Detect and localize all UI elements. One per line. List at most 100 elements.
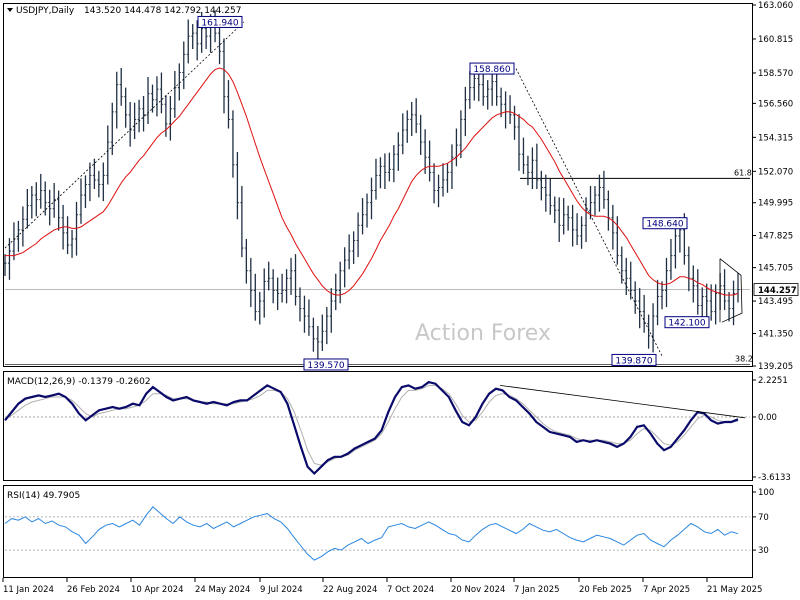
price-bar <box>396 132 400 171</box>
price-bar <box>401 113 405 155</box>
price-bar <box>597 174 601 212</box>
price-bar <box>249 257 253 308</box>
last-price-box <box>753 283 799 296</box>
price-axis-label: 147.825 <box>758 232 793 242</box>
price-bar <box>669 238 673 280</box>
price-bar <box>177 63 181 101</box>
price-bar <box>316 325 320 359</box>
price-bar <box>419 114 423 155</box>
rsi-axis-label: 100 <box>758 488 774 498</box>
price-axis-label: 156.560 <box>758 99 793 109</box>
price-bar <box>727 291 731 322</box>
macd-title: MACD(12,26,9) -0.1379 -0.2602 <box>7 377 151 387</box>
price-bar <box>445 163 449 193</box>
price-bar <box>244 238 248 284</box>
macd-trend-line <box>499 385 746 419</box>
price-bar <box>633 281 637 314</box>
price-bar <box>182 41 186 90</box>
rsi-panel-frame <box>3 485 753 578</box>
price-bar <box>504 91 508 129</box>
price-bar <box>410 102 414 137</box>
price-bar <box>57 190 61 231</box>
price-bar <box>70 229 74 258</box>
price-bar <box>325 307 329 345</box>
x-axis-label: 24 May 2024 <box>195 585 250 595</box>
price-bar <box>450 144 454 190</box>
price-bar <box>195 20 199 61</box>
price-bar <box>267 261 271 291</box>
price-bar <box>186 19 190 64</box>
price-bar <box>736 272 740 303</box>
price-bar <box>705 283 709 318</box>
price-bar <box>615 216 619 265</box>
price-bar <box>620 246 624 284</box>
price-bar <box>365 193 369 228</box>
price-bar <box>571 204 575 247</box>
price-bar <box>624 257 628 295</box>
price-bar <box>218 24 222 65</box>
price-bar <box>566 205 570 231</box>
price-bar <box>128 102 132 147</box>
price-bar <box>7 238 11 280</box>
price-bar <box>361 198 365 235</box>
price-bar <box>611 204 615 250</box>
price-axis-label: 163.060 <box>758 1 793 11</box>
price-bar <box>110 102 114 155</box>
price-bar <box>271 269 275 304</box>
price-annotation-box <box>642 217 688 230</box>
price-bar <box>513 105 517 140</box>
price-annotation-label: 139.570 <box>307 361 344 371</box>
price-bar <box>34 182 38 217</box>
triangle-pattern-line <box>719 258 743 323</box>
price-bar <box>150 84 154 113</box>
macd-series-layer <box>4 380 750 476</box>
x-axis-label: 11 Jan 2024 <box>3 585 54 595</box>
price-bar <box>691 265 695 303</box>
price-annotation: 139.570 <box>303 358 349 371</box>
macd-panel <box>3 371 753 481</box>
price-bar <box>16 220 20 252</box>
price-bar <box>602 170 606 209</box>
price-bar <box>392 145 396 183</box>
last-price-label: 144.257 <box>758 286 797 296</box>
chart-header: USDJPY,Daily 143.520 144.478 142.792 144… <box>7 6 241 16</box>
price-bar <box>441 163 445 197</box>
price-bar <box>383 153 387 190</box>
price-bar <box>235 151 239 220</box>
price-bar <box>723 269 727 311</box>
rise-trend-dashed-line <box>4 21 245 249</box>
price-bar <box>155 76 159 117</box>
price-bar <box>437 174 441 208</box>
price-bar <box>664 257 668 308</box>
price-bar <box>21 206 25 247</box>
price-bar <box>700 287 704 319</box>
price-annotation-box <box>197 15 243 28</box>
price-bar <box>142 95 146 132</box>
price-bar <box>115 71 119 129</box>
price-bar <box>356 212 360 258</box>
price-annotation-label: 148.640 <box>646 220 683 230</box>
price-bar <box>696 269 700 315</box>
price-bar <box>124 87 128 128</box>
price-bar <box>374 158 378 200</box>
price-bar <box>334 273 338 311</box>
price-bar <box>521 137 525 174</box>
macd-signal-line <box>4 384 739 466</box>
price-bar <box>606 190 610 231</box>
price-bar <box>687 246 691 292</box>
price-bar <box>276 277 280 311</box>
price-bar <box>656 279 660 326</box>
price-bar <box>83 175 87 208</box>
x-axis-label: 26 Feb 2024 <box>67 585 120 595</box>
price-axis-label: 154.315 <box>758 133 793 143</box>
price-bar <box>553 196 557 224</box>
x-axis-label: 9 Jul 2024 <box>260 585 303 595</box>
price-annotation-box <box>664 316 710 329</box>
price-bar <box>106 125 110 185</box>
macd-line <box>4 380 739 476</box>
price-bar <box>307 299 311 336</box>
price-panel <box>3 3 753 367</box>
price-axis-label: 141.350 <box>758 330 793 340</box>
x-axis-label: 7 Apr 2025 <box>643 585 690 595</box>
price-bar <box>52 182 56 218</box>
